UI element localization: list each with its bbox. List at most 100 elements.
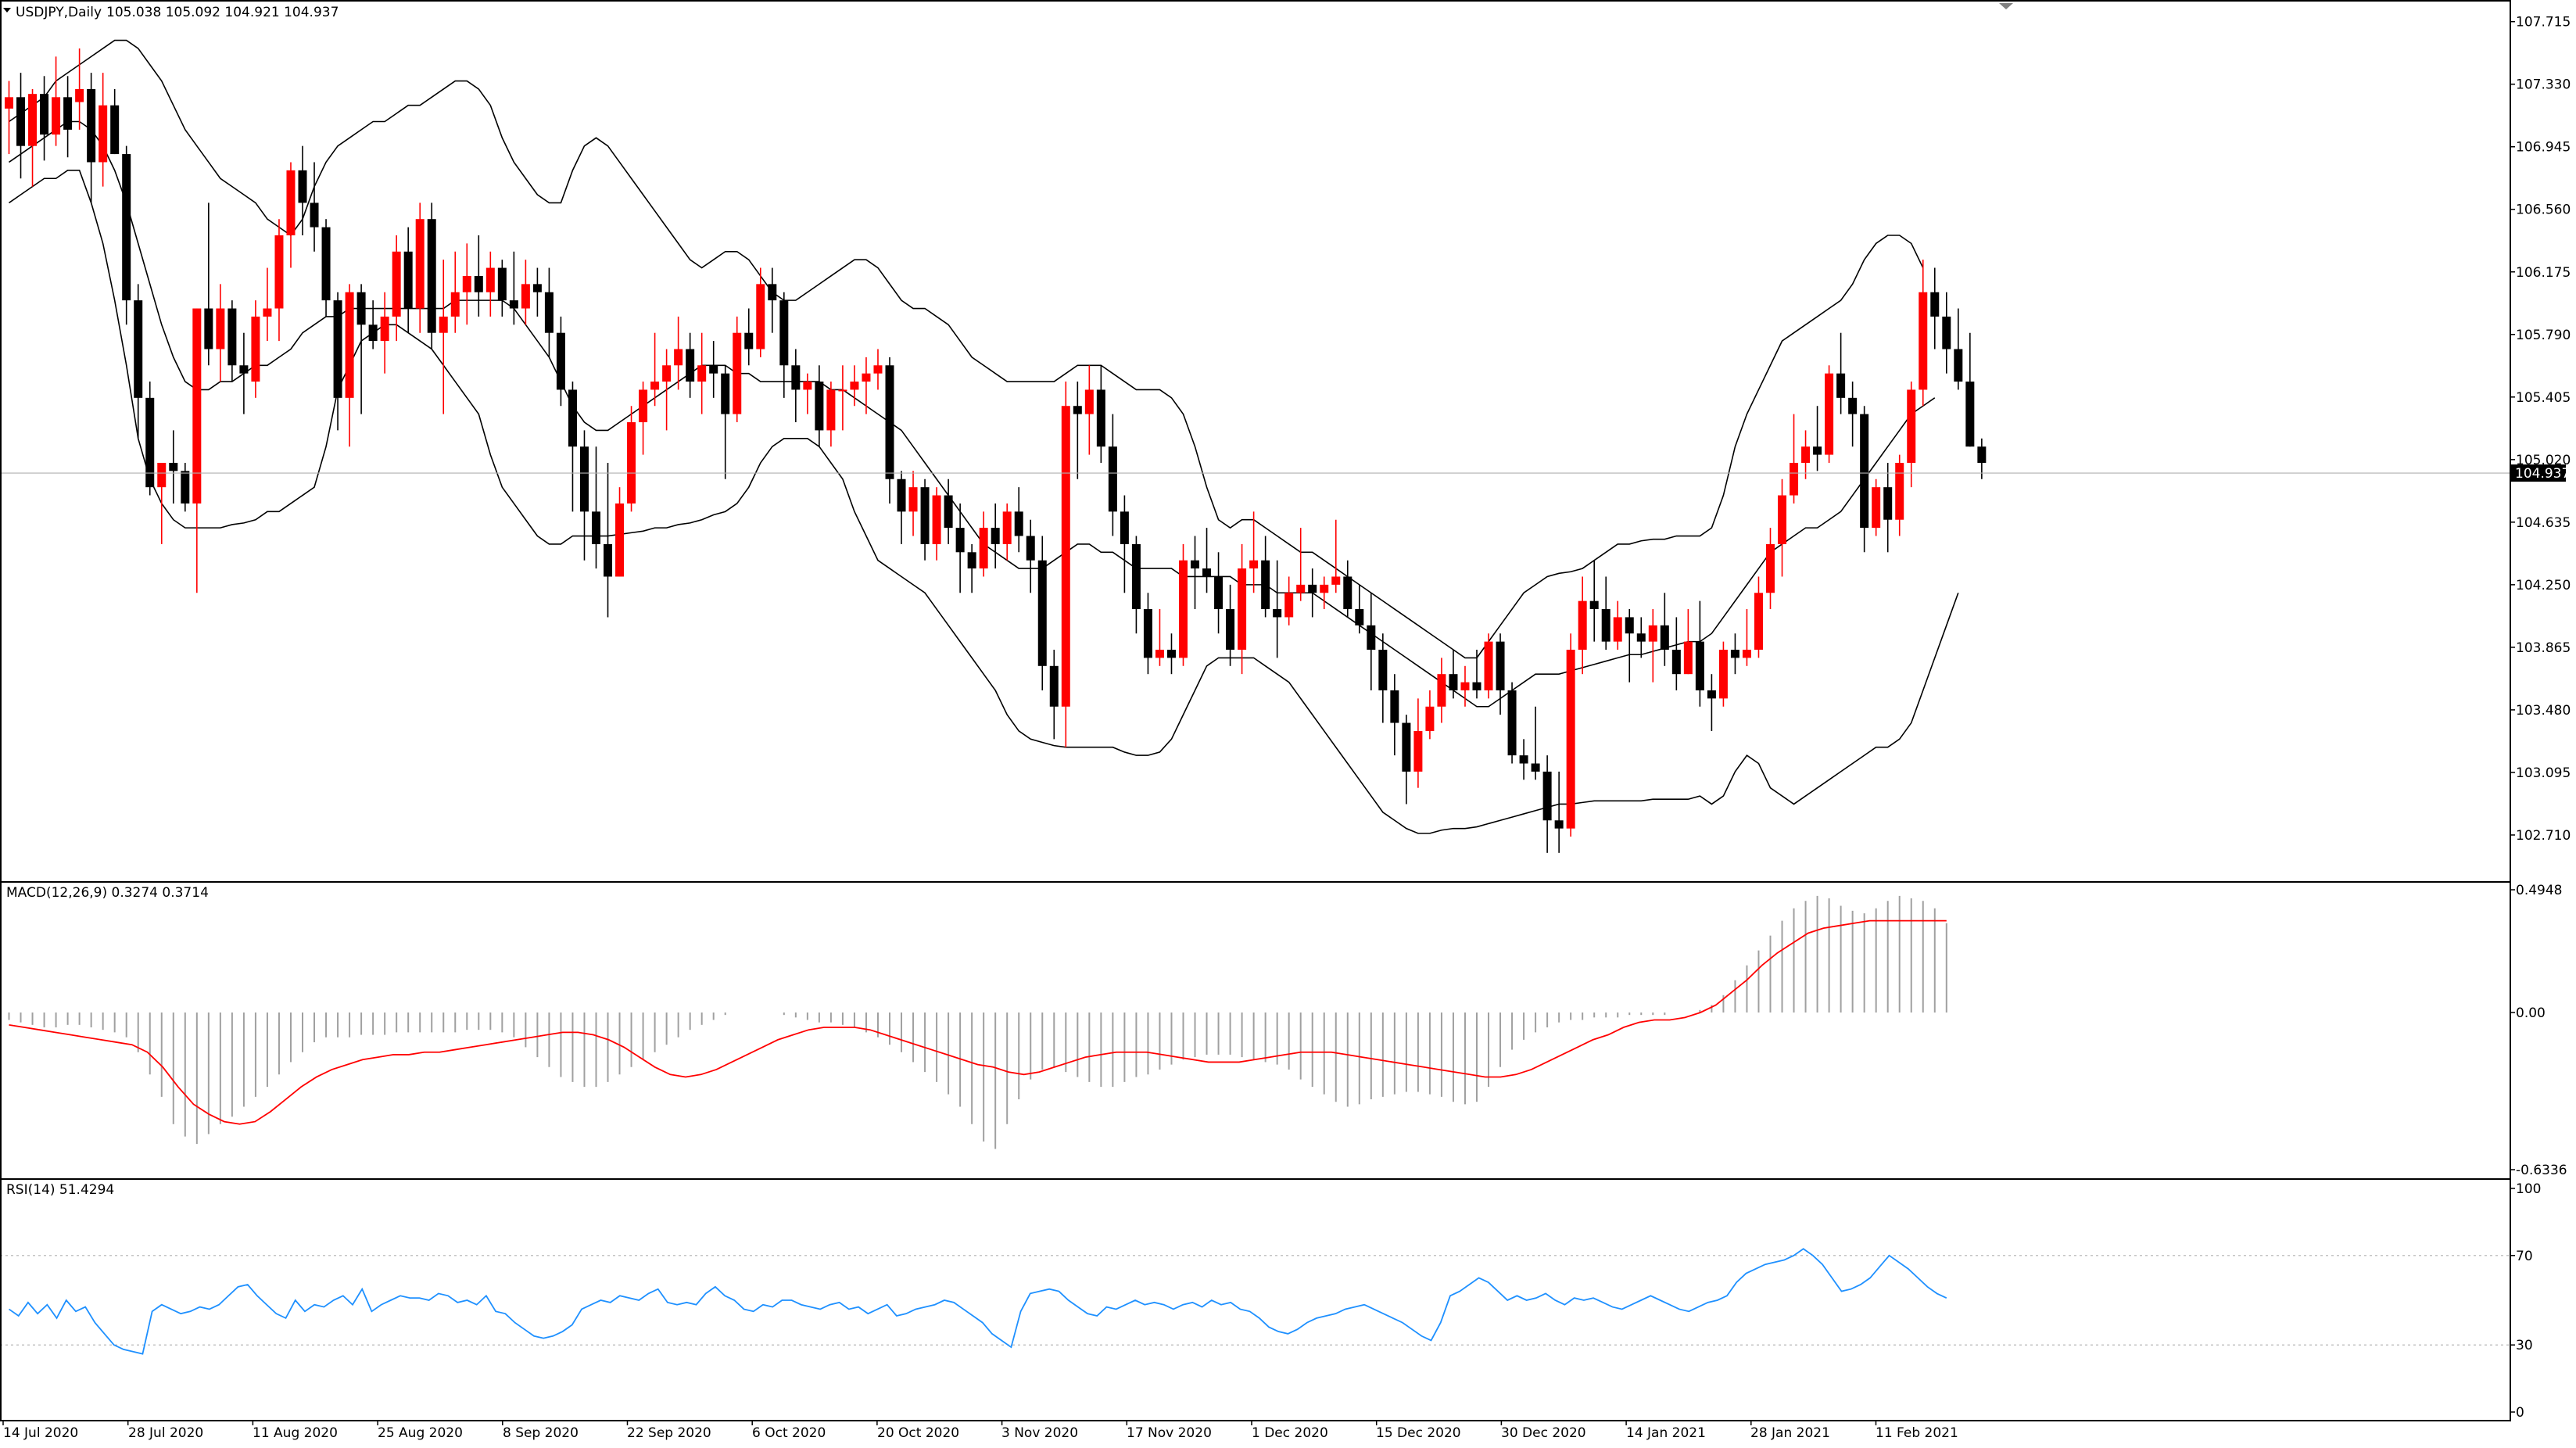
bull-candle: [1061, 406, 1070, 707]
bear-candle: [1226, 609, 1235, 651]
bear-candle: [815, 382, 824, 431]
bear-candle: [169, 462, 178, 471]
symbol-label: USDJPY,Daily: [16, 5, 102, 20]
bands-middle-line: [9, 120, 1936, 708]
bull-candle: [1648, 625, 1657, 642]
bear-candle: [744, 332, 754, 349]
y-tick-label: 0.4948: [2516, 883, 2562, 898]
chart-shift-marker-icon[interactable]: [1999, 3, 2013, 9]
bull-candle: [75, 88, 84, 102]
bear-candle: [1860, 414, 1869, 529]
bear-candle: [63, 97, 73, 130]
bull-candle: [826, 389, 836, 431]
bull-candle: [674, 349, 683, 366]
y-tick-label: 106.560: [2516, 203, 2571, 218]
bear-candle: [779, 300, 789, 366]
bear-candle: [1343, 576, 1352, 610]
bull-candle: [1907, 389, 1916, 463]
bear-candle: [885, 365, 894, 479]
bull-candle: [850, 382, 859, 390]
bear-candle: [1942, 316, 1951, 349]
bull-candle: [639, 389, 648, 423]
bull-candle: [99, 105, 108, 163]
ohlc-readout: 105.038 105.092 104.921 104.937: [106, 5, 339, 20]
bear-candle: [721, 373, 730, 414]
bull-candle: [1484, 641, 1493, 690]
bull-candle: [1249, 560, 1259, 569]
bear-candle: [1660, 625, 1669, 651]
bull-candle: [979, 528, 988, 569]
y-tick-label: 103.865: [2516, 640, 2571, 656]
bear-candle: [592, 511, 600, 544]
bear-candle: [1214, 576, 1224, 610]
bear-candle: [239, 365, 249, 374]
bear-candle: [1202, 568, 1212, 577]
bear-candle: [509, 300, 518, 309]
x-tick-label: 17 Nov 2020: [1127, 1425, 1212, 1441]
bull-candle: [1825, 373, 1834, 455]
y-tick-label: 105.790: [2516, 328, 2571, 343]
bear-candle: [1096, 389, 1105, 447]
plot-frame: [0, 0, 2511, 1421]
bear-candle: [1108, 446, 1117, 512]
bear-candle: [791, 365, 801, 390]
bear-candle: [1671, 650, 1681, 675]
bull-candle: [650, 382, 660, 390]
bear-candle: [1954, 349, 1963, 382]
bear-candle: [1131, 543, 1141, 610]
y-tick-label: 105.405: [2516, 390, 2571, 406]
bull-candle: [157, 462, 167, 488]
bull-candle: [52, 97, 61, 135]
symbol-menu-icon[interactable]: [3, 8, 11, 13]
bull-candle: [1179, 560, 1188, 658]
bull-candle: [1919, 292, 1928, 390]
bear-candle: [181, 471, 190, 504]
last-price-badge: [2511, 464, 2566, 482]
y-tick-label: 107.330: [2516, 77, 2571, 93]
bear-candle: [544, 292, 554, 333]
bull-candle: [1613, 617, 1622, 642]
bear-candle: [1143, 609, 1152, 658]
bull-candle: [521, 284, 530, 309]
x-tick-label: 6 Oct 2020: [752, 1425, 826, 1441]
bear-candle: [1519, 755, 1528, 764]
bull-candle: [1578, 600, 1587, 651]
bear-candle: [1073, 406, 1082, 414]
bull-candle: [1790, 462, 1799, 496]
bear-candle: [310, 203, 319, 228]
bull-candle: [5, 97, 13, 109]
bear-candle: [228, 308, 237, 366]
bull-candle: [1895, 462, 1904, 520]
y-tick-label: 103.480: [2516, 703, 2571, 719]
bear-candle: [1014, 511, 1023, 536]
bull-candle: [1084, 389, 1094, 414]
bear-candle: [1120, 511, 1129, 544]
bear-candle: [134, 300, 143, 398]
bull-candle: [733, 332, 742, 414]
bear-candle: [991, 528, 1000, 544]
bands-lower-line: [9, 170, 1959, 834]
bull-candle: [345, 292, 354, 398]
bear-candle: [1554, 820, 1564, 829]
bear-candle: [1542, 771, 1552, 821]
x-tick-label: 14 Jan 2021: [1626, 1425, 1706, 1441]
y-tick-label: 103.095: [2516, 765, 2571, 781]
bear-candle: [1496, 641, 1505, 690]
bear-candle: [955, 528, 965, 553]
rsi-line: [8, 1248, 1947, 1355]
last-price-label: 104.937: [2515, 466, 2570, 482]
y-tick-label: 104.250: [2516, 578, 2571, 593]
x-tick-label: 20 Oct 2020: [877, 1425, 959, 1441]
bear-candle: [87, 88, 96, 163]
bear-candle: [1883, 487, 1893, 520]
bull-candle: [627, 422, 636, 504]
x-tick-label: 11 Feb 2021: [1876, 1425, 1958, 1441]
bull-candle: [251, 316, 260, 382]
bear-candle: [1589, 600, 1599, 610]
bear-candle: [1836, 373, 1846, 398]
bear-candle: [474, 275, 483, 292]
bear-candle: [1813, 446, 1822, 455]
bull-candle: [263, 308, 272, 317]
bear-candle: [356, 292, 366, 325]
